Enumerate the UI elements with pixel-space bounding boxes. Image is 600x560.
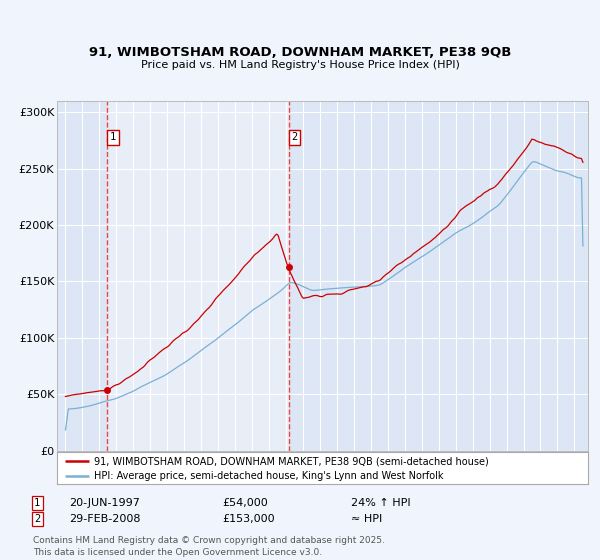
Text: 2: 2 xyxy=(291,132,298,142)
Text: 29-FEB-2008: 29-FEB-2008 xyxy=(69,514,140,524)
Text: 1: 1 xyxy=(110,132,116,142)
Text: 24% ↑ HPI: 24% ↑ HPI xyxy=(351,498,410,508)
Text: ≈ HPI: ≈ HPI xyxy=(351,514,382,524)
Text: 2: 2 xyxy=(34,514,40,524)
Bar xyxy=(107,101,289,451)
Text: HPI: Average price, semi-detached house, King's Lynn and West Norfolk: HPI: Average price, semi-detached house,… xyxy=(94,472,443,481)
Text: 20-JUN-1997: 20-JUN-1997 xyxy=(69,498,140,508)
Text: 1: 1 xyxy=(34,498,40,508)
Text: £54,000: £54,000 xyxy=(222,498,268,508)
Text: 91, WIMBOTSHAM ROAD, DOWNHAM MARKET, PE38 9QB: 91, WIMBOTSHAM ROAD, DOWNHAM MARKET, PE3… xyxy=(89,46,511,59)
Text: Contains HM Land Registry data © Crown copyright and database right 2025.
This d: Contains HM Land Registry data © Crown c… xyxy=(33,536,385,557)
Text: Price paid vs. HM Land Registry's House Price Index (HPI): Price paid vs. HM Land Registry's House … xyxy=(140,60,460,70)
Text: £153,000: £153,000 xyxy=(222,514,275,524)
Text: 91, WIMBOTSHAM ROAD, DOWNHAM MARKET, PE38 9QB (semi-detached house): 91, WIMBOTSHAM ROAD, DOWNHAM MARKET, PE3… xyxy=(94,456,489,466)
